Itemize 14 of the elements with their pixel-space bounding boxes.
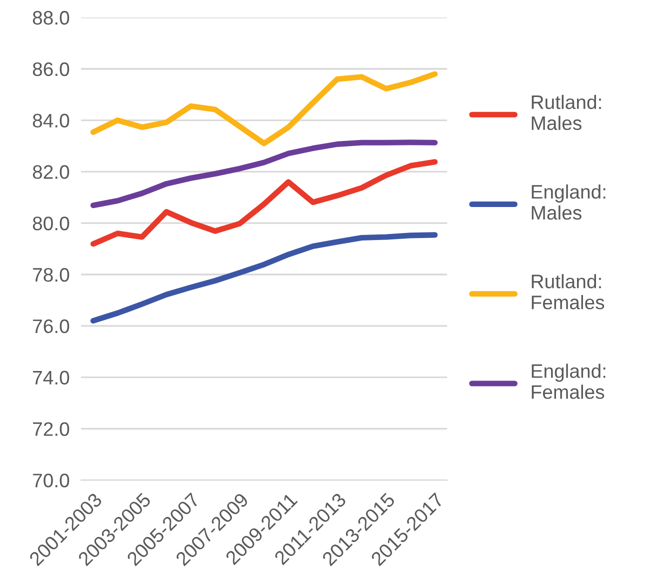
legend-label: England: Males: [532, 184, 606, 220]
legend-label: Rutland: Males: [532, 94, 601, 130]
y-tick-label: 70.0: [33, 474, 70, 488]
y-tick-label: 76.0: [33, 319, 70, 334]
legend-label: Rutland: Females: [532, 274, 604, 310]
y-tick-label: 84.0: [32, 114, 70, 128]
y-tick-label: 74.0: [33, 370, 70, 385]
legend-label: England: Females: [532, 364, 606, 399]
y-tick-label: 88.0: [32, 10, 70, 25]
y-tick-label: 78.0: [33, 268, 70, 282]
y-tick-label: 80.0: [32, 216, 70, 230]
y-tick-label: 72.0: [33, 422, 70, 436]
y-tick-label: 82.0: [32, 165, 70, 179]
y-tick-label: 86.0: [32, 62, 70, 76]
